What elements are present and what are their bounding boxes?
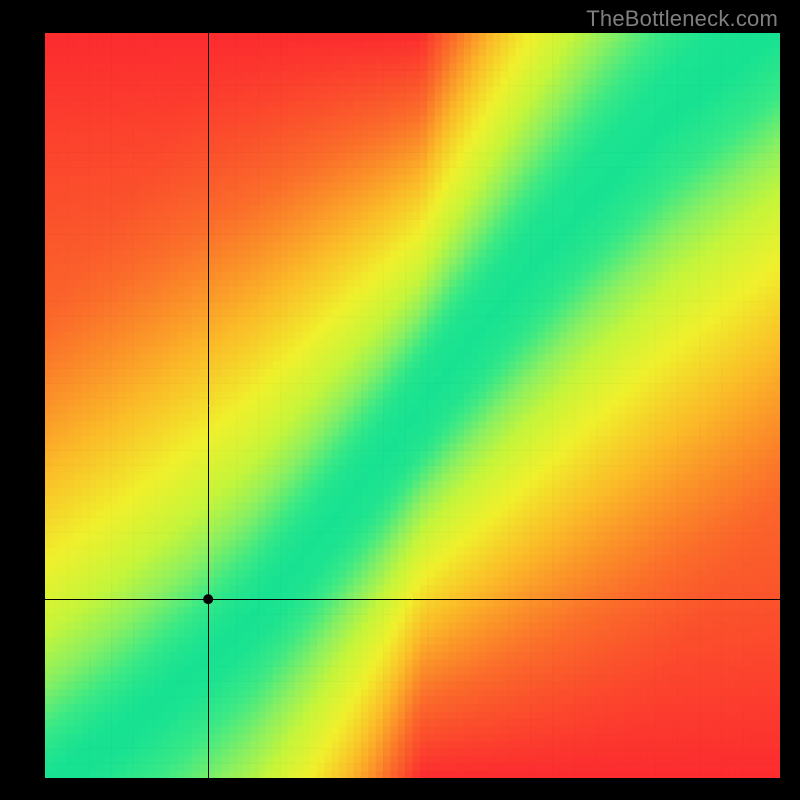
watermark-text: TheBottleneck.com: [586, 6, 778, 32]
bottleneck-heatmap: [45, 33, 780, 778]
